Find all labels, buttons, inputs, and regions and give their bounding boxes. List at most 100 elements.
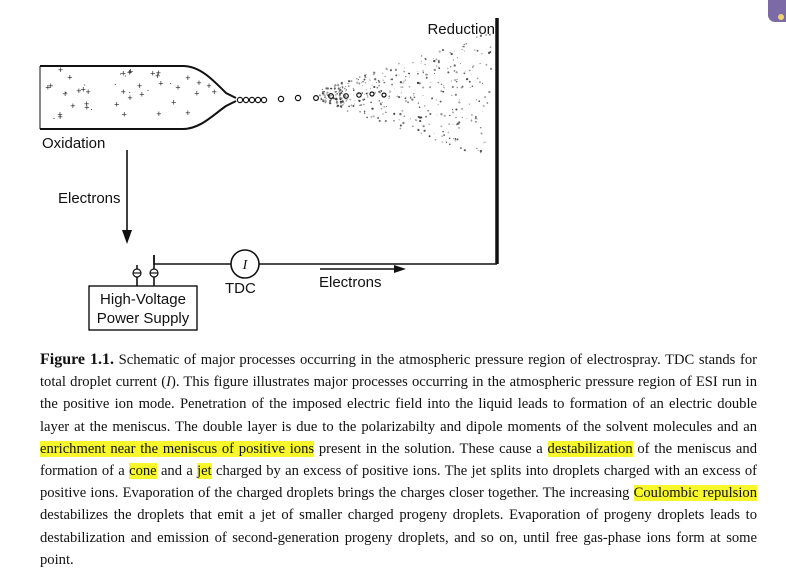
plume-droplet [323,91,326,93]
corner-tab[interactable] [768,0,786,22]
plume-droplet [438,50,441,53]
plume-droplet [425,73,428,76]
plume-droplet [476,147,478,149]
plume-droplet [476,77,479,80]
ion-mark: + [84,99,89,109]
plume-droplet [320,98,323,101]
plume-droplet [345,95,347,97]
electrons-right-label: Electrons [319,274,382,291]
plume-droplet [363,78,366,81]
plume-droplet [346,98,348,100]
ion-mark: + [212,87,217,97]
plume-droplet [482,111,484,113]
ion-mark: + [122,109,127,119]
caption-title: Figure 1.1. [40,351,114,368]
highlight-enrichment[interactable]: enrichment near the meniscus of positive… [40,440,315,457]
electrons-down-label: Electrons [58,190,121,207]
ion-mark: · [90,104,93,114]
plume-droplet [341,100,344,103]
plume-droplet [455,80,458,83]
plume-droplet [471,66,474,68]
plume-droplet [461,116,463,118]
plume-droplet [358,75,361,78]
plume-droplet [455,116,457,119]
ion-mark: + [58,65,63,75]
plume-droplet [421,55,423,57]
ion-mark: + [196,78,201,88]
plume-droplet [363,112,366,114]
plume-droplet [351,104,353,105]
plume-droplet [374,78,377,81]
plume-droplet [477,149,479,151]
plume-droplet [441,141,444,143]
plume-droplet [386,68,388,70]
plume-droplet [346,110,349,112]
plume-droplet [354,103,356,105]
plume-droplet [388,95,391,98]
plume-droplet [456,86,459,89]
plume-droplet [451,109,454,111]
plume-droplet [435,99,437,101]
plume-droplet [378,81,381,83]
highlight-destabilization[interactable]: destabilization [547,440,633,457]
plume-droplet [398,62,400,65]
highlight-jet[interactable]: jet [197,463,212,480]
plume-droplet [369,87,372,90]
down-arrow-icon [122,230,132,244]
plume-droplet [459,62,461,64]
plume-droplet [349,98,352,101]
plume-droplet [380,108,383,110]
plume-droplet [447,131,450,134]
plume-droplet [482,104,485,108]
ion-mark: + [127,67,132,77]
plume-droplet [457,57,459,59]
plume-droplet [440,83,443,85]
plume-droplet [334,84,337,87]
plume-droplet [455,108,458,111]
plume-droplet [453,64,456,67]
plume-droplet [377,79,380,82]
plume-droplet [339,100,342,104]
plume-droplet [475,121,477,123]
highlight-coulombic-repulsion[interactable]: Coulombic repulsion [633,485,757,502]
plume-droplet [402,121,405,125]
ion-mark: · [53,113,56,123]
plume-droplet [458,123,460,125]
plume-droplet [454,93,457,96]
plume-droplet [377,117,380,119]
plume-droplet [458,99,460,101]
plume-droplet [390,78,392,81]
plume-droplet [371,107,374,110]
power-supply-line1: High-Voltage [100,291,186,308]
plume-droplet [412,61,414,64]
ion-mark: + [121,87,126,97]
electrospray-schematic: +++·+++·· ++++ +++·++++·++ ··++ +·+·+·++++++… [39,18,499,331]
plume-droplet [458,121,461,124]
plume-droplet [328,102,331,105]
plume-droplet [450,52,453,56]
plume-droplet [409,76,410,78]
plume-droplet [404,67,405,69]
plume-droplet [335,101,339,104]
plume-droplet [471,120,473,122]
plume-droplet [383,106,385,108]
plume-droplet [472,65,475,67]
caption-text-7: destabilizes the droplets that emit a je… [40,507,757,568]
plume-droplet [449,114,451,117]
plume-droplet [464,71,466,73]
plume-droplet [398,119,400,121]
plume-droplet [458,127,460,129]
highlight-cone[interactable]: cone [129,463,157,480]
plume-droplet [433,68,436,72]
plume-droplet [475,36,478,39]
plume-droplet [439,100,442,103]
plume-droplet [340,102,342,105]
plume-droplet [399,113,402,116]
plume-droplet [423,105,426,107]
plume-droplet [442,130,444,133]
plume-droplet [461,48,463,51]
plume-droplet [437,61,440,64]
plume-droplet [481,53,483,55]
plume-droplet [375,81,377,83]
plume-droplet [333,86,335,88]
